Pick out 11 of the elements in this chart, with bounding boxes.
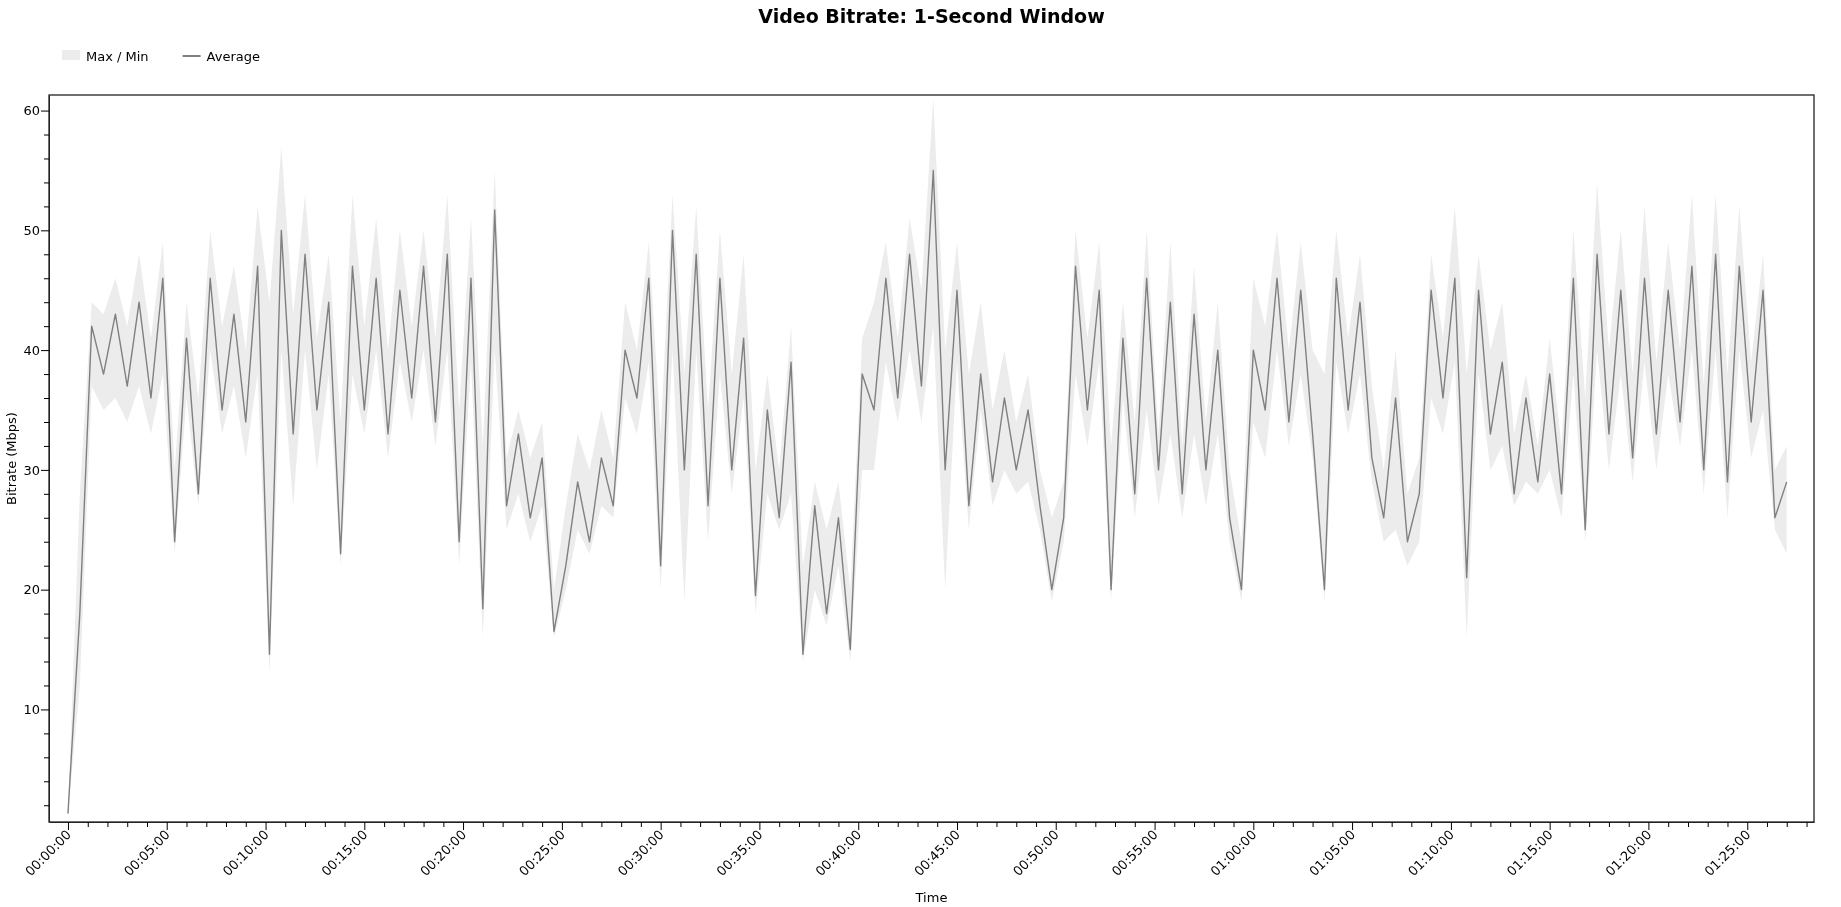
y-tick-label: 60 <box>23 103 40 119</box>
y-tick-label: 10 <box>23 702 40 718</box>
y-tick-label: 20 <box>23 582 40 598</box>
x-axis-title: Time <box>914 890 948 905</box>
y-tick-label: 30 <box>23 462 40 478</box>
y-axis-title: Bitrate (Mbps) <box>4 412 19 505</box>
y-tick-label: 40 <box>23 342 40 358</box>
y-tick-label: 50 <box>23 223 40 238</box>
text: Max / Min <box>86 49 149 64</box>
chart-title: Video Bitrate: 1-Second Window <box>758 5 1105 27</box>
legend-label: Average <box>206 49 260 64</box>
